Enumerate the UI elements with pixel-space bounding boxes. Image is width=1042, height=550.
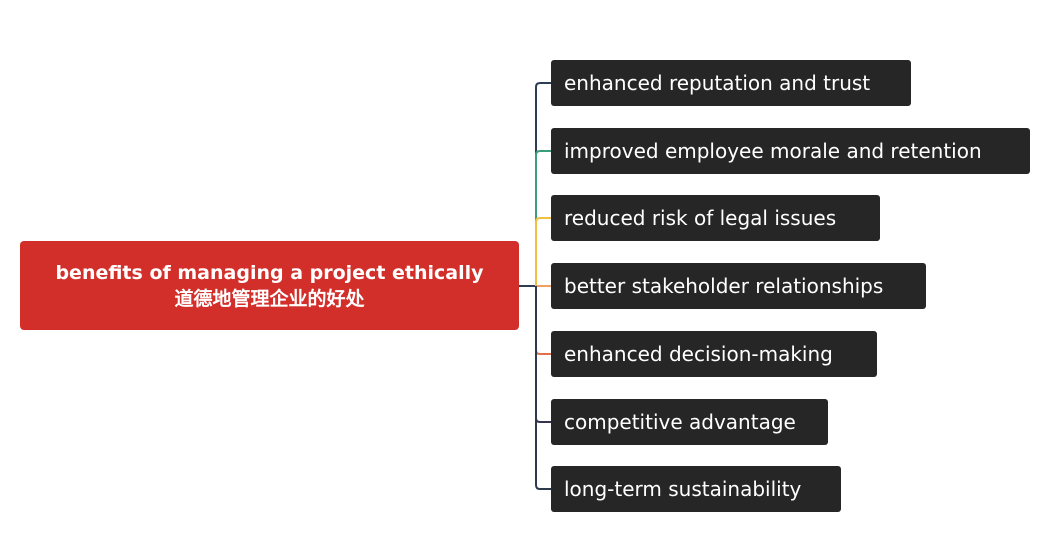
subtopic-label: long-term sustainability (564, 477, 802, 501)
subtopic-competitive-advantage[interactable]: competitive advantage (551, 399, 828, 445)
subtopic-label: enhanced decision-making (564, 342, 833, 366)
root-topic-node[interactable]: benefits of managing a project ethically… (20, 241, 519, 330)
subtopic-decision-making[interactable]: enhanced decision-making (551, 331, 877, 377)
subtopic-reduced-risk[interactable]: reduced risk of legal issues (551, 195, 880, 241)
connector-reduced-risk (535, 217, 551, 286)
subtopic-enhanced-reputation[interactable]: enhanced reputation and trust (551, 60, 911, 106)
subtopic-label: reduced risk of legal issues (564, 206, 837, 230)
subtopic-label: better stakeholder relationships (564, 274, 884, 298)
subtopic-label: improved employee morale and retention (564, 139, 982, 163)
connector-decision-making (535, 286, 551, 355)
subtopic-label: competitive advantage (564, 410, 796, 434)
connector-enhanced-reputation (535, 82, 551, 286)
root-topic-subtitle: 道德地管理企业的好处 (174, 287, 365, 310)
connector-improved-morale (535, 150, 551, 286)
subtopic-stakeholder-relationships[interactable]: better stakeholder relationships (551, 263, 926, 309)
subtopic-long-term-sustainability[interactable]: long-term sustainability (551, 466, 841, 512)
subtopic-label: enhanced reputation and trust (564, 71, 871, 95)
root-topic-title: benefits of managing a project ethically (55, 261, 484, 284)
subtopic-improved-morale[interactable]: improved employee morale and retention (551, 128, 1030, 174)
connector-sustainability (535, 286, 551, 490)
